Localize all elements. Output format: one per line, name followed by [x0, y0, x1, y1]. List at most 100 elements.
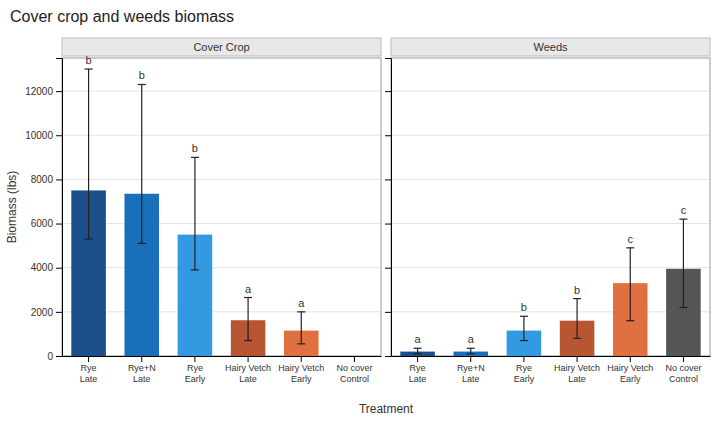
error-bar	[297, 312, 305, 344]
tick	[385, 312, 391, 313]
tick-label: 12000	[25, 86, 53, 97]
tick-label: Hairy VetchEarly	[278, 363, 324, 383]
error-bar	[679, 219, 687, 307]
grid-line	[62, 91, 381, 92]
tick: 0	[47, 351, 62, 362]
tick-label: RyeLate	[409, 363, 427, 383]
panel-strip	[391, 38, 710, 56]
x-axis: RyeLateRye+NLateRyeEarlyHairy VetchLateH…	[392, 356, 711, 384]
tick-label: Rye+NLate	[457, 363, 485, 383]
tick-mark	[88, 356, 89, 362]
tick-label: Hairy VetchEarly	[607, 363, 653, 383]
x-axis-title: Treatment	[359, 402, 414, 416]
tick-mark	[56, 312, 62, 313]
marks	[400, 219, 700, 356]
tick-mark	[56, 268, 62, 269]
tick: Hairy VetchEarly	[607, 356, 653, 384]
tick: RyeLate	[80, 356, 98, 384]
tick-mark	[141, 356, 142, 362]
grid-line	[62, 311, 381, 312]
tick-label-line: Control	[669, 374, 698, 384]
tick-label-line: Early	[291, 374, 312, 384]
annotation: a	[298, 297, 305, 309]
error-bar-cap	[573, 298, 581, 299]
tick-label-line: No cover	[665, 363, 701, 373]
tick-mark	[385, 135, 391, 136]
tick-label-line: No cover	[336, 363, 372, 373]
panel-strip	[62, 38, 381, 56]
tick-mark	[385, 312, 391, 313]
tick	[385, 268, 391, 269]
error-bar-cap	[520, 316, 528, 317]
tick-label: 0	[47, 351, 53, 362]
error-bar-cap	[138, 84, 146, 85]
error-bar	[573, 299, 581, 339]
tick-label-line: Rye+N	[128, 363, 156, 373]
error-bar	[244, 298, 252, 341]
marks	[71, 69, 318, 356]
tick	[385, 179, 391, 180]
chart-title: Cover crop and weeds biomass	[10, 8, 234, 25]
tick	[385, 135, 391, 136]
tick-mark	[385, 268, 391, 269]
tick	[385, 224, 391, 225]
grid-line	[391, 223, 710, 224]
tick-mark	[385, 224, 391, 225]
tick	[385, 91, 391, 92]
error-bar-line	[301, 312, 302, 344]
tick	[385, 356, 391, 357]
error-bar-line	[523, 316, 524, 340]
tick: 8000	[31, 174, 62, 185]
tick-mark	[630, 356, 631, 362]
tick-label-line: Late	[409, 374, 427, 384]
tick-label-line: Hairy Vetch	[225, 363, 271, 373]
tick-mark	[248, 356, 249, 362]
tick-label: Hairy VetchLate	[554, 363, 600, 383]
grid-line	[62, 223, 381, 224]
error-bar-line	[247, 298, 248, 341]
tick-label-line: Hairy Vetch	[607, 363, 653, 373]
tick-mark	[301, 356, 302, 362]
tick: RyeLate	[409, 356, 427, 384]
tick: Rye+NLate	[457, 356, 485, 384]
error-bar	[414, 348, 422, 354]
panel-label: Cover Crop	[193, 41, 249, 53]
grid-line	[62, 267, 381, 268]
tick-label-line: Rye	[81, 363, 97, 373]
tick-mark	[56, 224, 62, 225]
tick-mark	[523, 356, 524, 362]
tick-label-line: Rye	[410, 363, 426, 373]
axis-line	[56, 59, 63, 357]
tick-label-line: Early	[185, 374, 206, 384]
tick-mark	[385, 356, 391, 357]
tick: Rye+NLate	[128, 356, 156, 384]
tick-label-line: Late	[80, 374, 98, 384]
tick: 12000	[25, 86, 62, 97]
grid-line	[62, 179, 381, 180]
grid-line	[391, 311, 710, 312]
y-axis: 020004000600080001000012000	[25, 59, 62, 362]
annotation: b	[521, 301, 527, 313]
tick-label-line: Early	[620, 374, 641, 384]
tick-label-line: Late	[239, 374, 257, 384]
plot-frame	[391, 58, 710, 356]
error-bar-cap	[414, 353, 422, 354]
tick-label: RyeLate	[80, 363, 98, 383]
tick-label-line: Late	[568, 374, 586, 384]
tick-label-line: Hairy Vetch	[278, 363, 324, 373]
grid-line	[391, 267, 710, 268]
error-bar-cap	[414, 348, 422, 349]
error-bar	[191, 157, 199, 270]
annotation: b	[574, 284, 580, 296]
error-bar-cap	[679, 307, 687, 308]
error-bar	[520, 316, 528, 340]
annotation: b	[86, 54, 92, 66]
error-bar-cap	[85, 238, 93, 239]
annotation: a	[415, 333, 422, 345]
tick-label: No coverControl	[336, 363, 372, 383]
error-bar-line	[417, 348, 418, 354]
error-bar-cap	[520, 340, 528, 341]
error-bar-cap	[626, 320, 634, 321]
panel-label: Weeds	[533, 41, 568, 53]
tick-label-line: Late	[133, 374, 151, 384]
